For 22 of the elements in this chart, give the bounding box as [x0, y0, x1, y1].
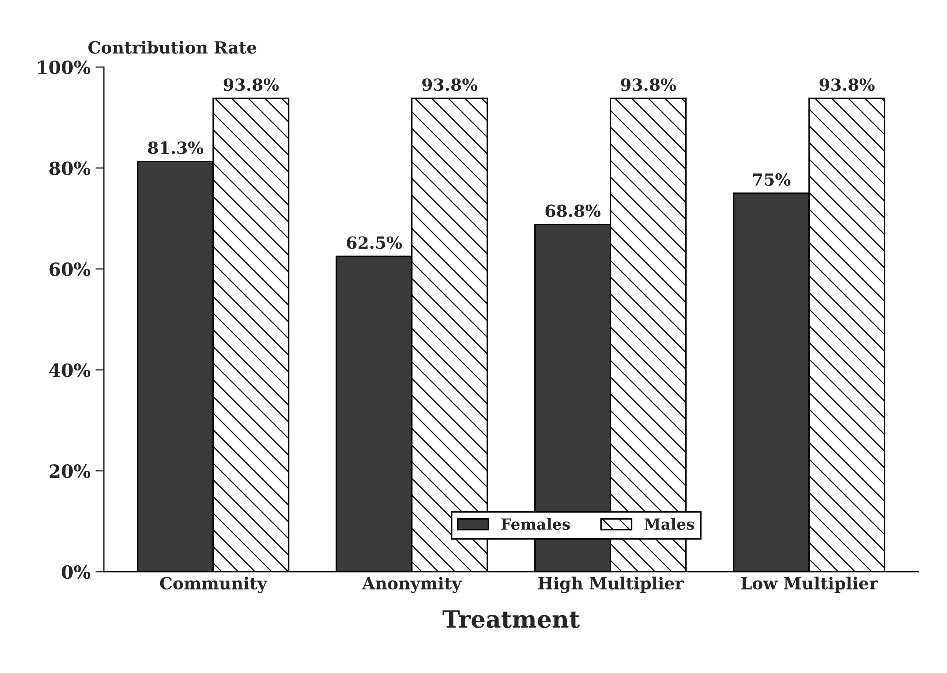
y-axis-title: Contribution Rate [88, 41, 257, 54]
data-label: 93.8% [224, 78, 279, 92]
y-tick-label: 20% [50, 464, 91, 478]
legend-label: Females [502, 518, 570, 530]
data-label: 62.5% [347, 236, 402, 250]
data-label: 75% [753, 173, 791, 186]
y-tick-label: 60% [50, 262, 91, 276]
data-label: 93.8% [422, 78, 478, 92]
x-tick-label: Community [160, 576, 268, 594]
x-tick-label: Low Multiplier [741, 576, 878, 594]
data-label: 68.8% [546, 204, 601, 218]
data-label: 93.8% [820, 78, 875, 92]
x-tick-label: Anonymity [362, 576, 462, 594]
x-axis-title: Treatment [442, 610, 580, 628]
y-tick-label: 100% [38, 60, 91, 74]
x-tick-label: High Multiplier [538, 576, 684, 594]
legend-label: Males [644, 518, 694, 530]
y-tick-label: 40% [49, 364, 91, 378]
data-label: 81.3% [148, 142, 204, 154]
data-label: 93.8% [621, 78, 676, 92]
y-tick-label: 80% [50, 162, 91, 176]
y-tick-label: 0% [62, 566, 91, 580]
